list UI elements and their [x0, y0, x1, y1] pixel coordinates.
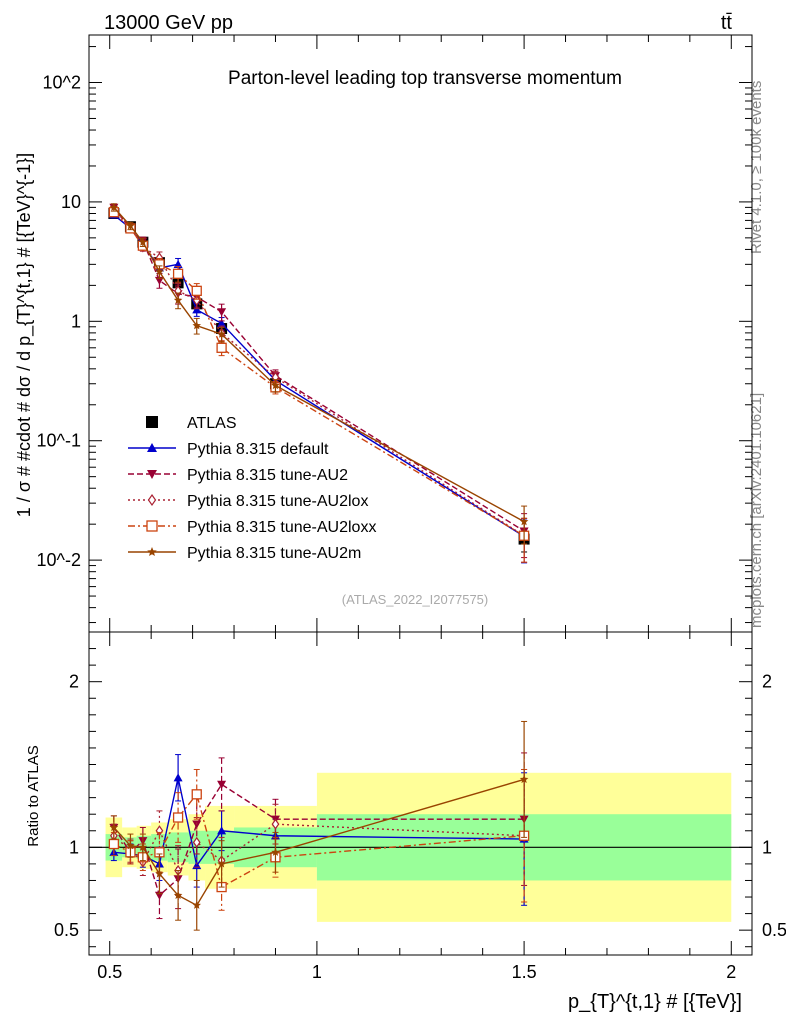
main-data-point [172, 268, 184, 279]
ratio-data-point [108, 838, 120, 850]
legend-label: Pythia 8.315 default [187, 441, 329, 458]
ratio-y-tick-label-right: 0.5 [762, 920, 786, 940]
ratio-y-tick-label-right: 2 [762, 672, 772, 692]
ratio-data-point [217, 780, 227, 789]
main-data-point [126, 221, 135, 230]
main-data-point [191, 285, 202, 296]
main-data-point [172, 277, 184, 289]
main-y-tick-label: 10^2 [43, 73, 81, 93]
legend-label: Pythia 8.315 tune-AU2loxx [187, 519, 376, 536]
legend-label: Pythia 8.315 tune-AU2lox [187, 493, 368, 510]
legend: ATLAS Pythia 8.315 default Pythia 8.315 tu… [128, 415, 376, 562]
ratio-data-point [138, 842, 148, 851]
ratio-data-point [271, 818, 280, 830]
x-tick-label: 1 [312, 962, 322, 982]
main-y-axis-label: 1 / σ # #cdot # dσ / d p_{T}^{t,1} # [{T… [14, 153, 35, 517]
legend-marker [147, 547, 157, 556]
mcplots-label: mcplots.cern.ch [arXiv:2401.10621] [748, 393, 765, 628]
main-y-tick-label: 10^-2 [37, 550, 81, 570]
ratio-series-line [113, 792, 525, 889]
ratio-axes: 0.5 1 1.5 2 0.5 0.5 1 1 2 2 [54, 632, 786, 982]
x-axis-label: p_{T}^{t,1} # [{TeV}] [568, 991, 742, 1013]
ratio-y-axis-label: Ratio to ATLAS [25, 745, 42, 846]
ratio-series-line [113, 823, 525, 872]
legend-marker [146, 416, 158, 428]
ratio-data-point [192, 836, 201, 848]
main-data-point [173, 295, 183, 304]
legend-marker [147, 493, 157, 507]
ratio-panel: 0.5 1 1.5 2 0.5 0.5 1 1 2 2 Ratio to ATLAS p_{T}^… [25, 631, 786, 1013]
ratio-data-point [192, 900, 201, 909]
main-data-point [109, 202, 119, 211]
ratio-y-tick-label-right: 1 [762, 837, 772, 857]
ratio-data-point [126, 841, 135, 850]
ratio-data-point [109, 823, 119, 832]
legend-marker [147, 443, 157, 452]
legend-label: Pythia 8.315 tune-AU2m [187, 545, 361, 562]
ratio-frame [88, 631, 753, 956]
main-y-tick-label: 10 [61, 192, 81, 212]
ratio-data-point [173, 890, 183, 899]
main-y-axis: 10^-2 10^-1 1 10 10^2 [37, 35, 752, 632]
x-tick-label: 0.5 [97, 962, 122, 982]
main-data-point [519, 517, 529, 526]
ratio-series-4 [109, 720, 529, 931]
ratio-data-point [172, 812, 184, 823]
legend-marker [147, 470, 157, 479]
ratio-data-point [217, 859, 226, 868]
legend-marker [146, 520, 158, 532]
main-data-point [217, 308, 227, 317]
main-data-point [155, 267, 164, 276]
main-y-tick-label: 10^-1 [37, 431, 81, 451]
legend-label: Pythia 8.315 tune-AU2 [187, 467, 348, 484]
ratio-plot-area [89, 720, 752, 931]
ratio-y-tick-label: 1 [69, 837, 79, 857]
main-data-point [173, 259, 183, 268]
ratio-data-point [519, 774, 529, 784]
process-label: tt̄ [721, 12, 733, 34]
main-panel: 10^-2 10^-1 1 10 10^2 Parton-level leading t… [14, 34, 753, 633]
main-data-point [217, 318, 227, 328]
ratio-y-tick-label: 2 [69, 672, 79, 692]
main-data-point [138, 237, 148, 246]
main-data-point [216, 342, 227, 353]
ratio-data-point [191, 789, 202, 800]
x-tick-label: 2 [726, 962, 736, 982]
ratio-data-point [217, 826, 227, 835]
energy-label: 13000 GeV pp [104, 12, 233, 34]
main-plot-area [108, 202, 530, 564]
main-y-tick-label: 1 [71, 311, 81, 331]
main-data-point [192, 321, 201, 330]
ratio-data-point [271, 847, 280, 856]
ratio-y-tick-label: 0.5 [54, 920, 79, 940]
ratio-data-point [173, 773, 183, 782]
legend-label: ATLAS [187, 415, 237, 432]
chart-title: Parton-level leading top transverse mome… [228, 68, 622, 89]
main-series-5 [109, 202, 529, 545]
main-data-point [217, 329, 226, 338]
analysis-tag: (ATLAS_2022_I2077575) [342, 592, 488, 607]
ratio-data-point [155, 869, 164, 878]
ratio-data-point [192, 820, 202, 829]
main-frame [88, 34, 753, 633]
main-data-point [271, 381, 280, 390]
main-data-point [192, 305, 202, 314]
x-tick-label: 1.5 [512, 962, 537, 982]
